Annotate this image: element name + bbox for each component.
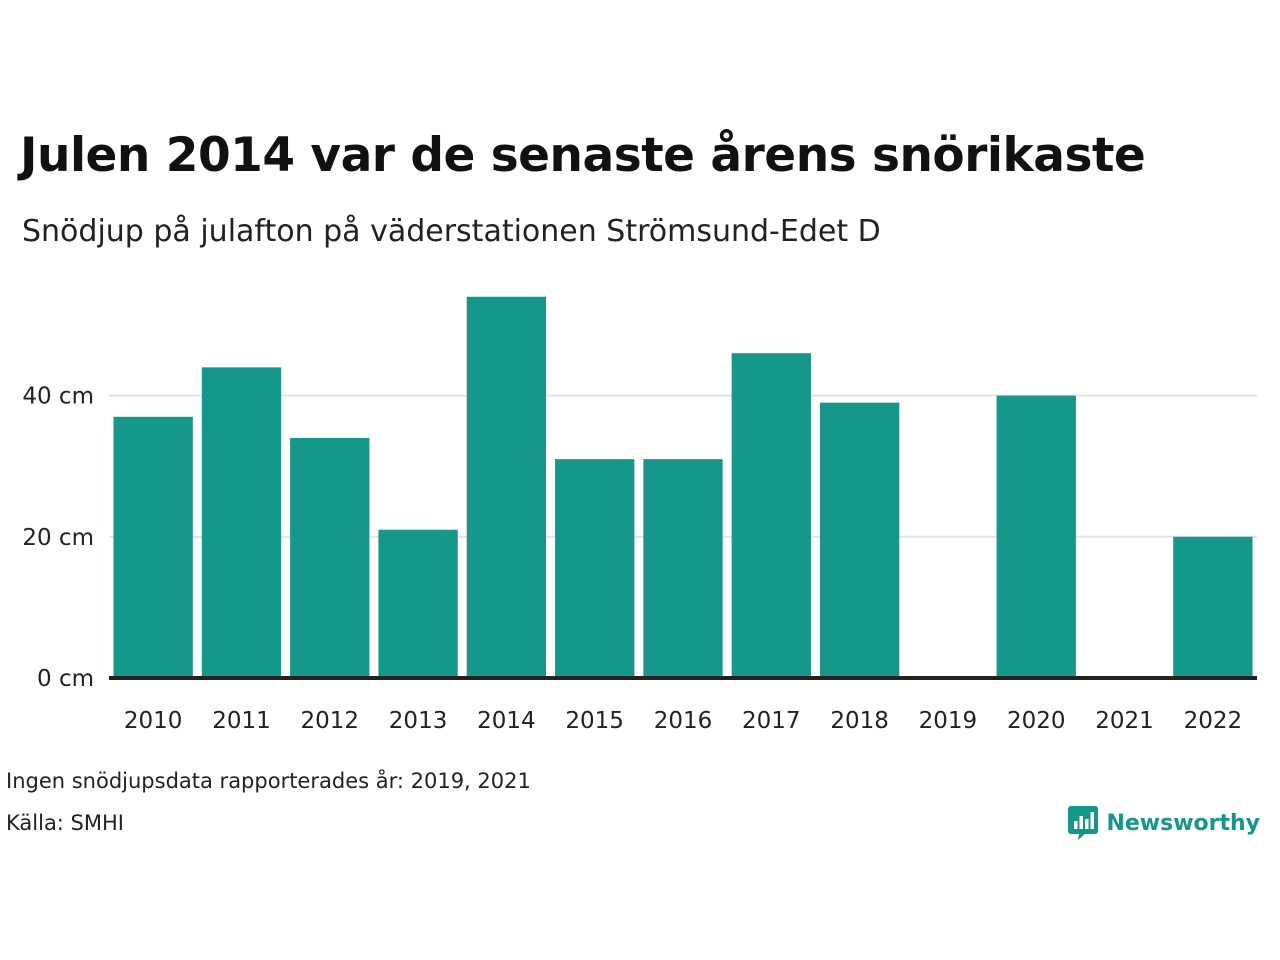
- x-tick-label: 2017: [742, 708, 801, 734]
- x-tick-label: 2016: [654, 708, 713, 734]
- bars: [113, 296, 1253, 678]
- bar-2012: [290, 437, 370, 678]
- brand-logo: Newsworthy: [1068, 806, 1260, 840]
- chart-title: Julen 2014 var de senaste årens snörikas…: [20, 128, 1146, 183]
- x-tick-label: 2014: [477, 708, 536, 734]
- x-tick-label: 2013: [389, 708, 448, 734]
- x-tick-labels: 2010 2011 2012 2013 2014 2015 2016 2017 2018 2019…: [124, 708, 1242, 734]
- x-tick-label: 2022: [1184, 708, 1243, 734]
- bar-2020: [996, 395, 1076, 678]
- source-note: Källa: SMHI: [6, 811, 124, 835]
- y-tick-label: 40 cm: [22, 384, 94, 410]
- y-tick-labels: 0 cm 20 cm 40 cm: [22, 384, 94, 692]
- bar-2022: [1173, 536, 1253, 678]
- x-tick-label: 2021: [1095, 708, 1154, 734]
- bar-2016: [643, 459, 723, 678]
- x-tick-label: 2015: [565, 708, 624, 734]
- bar-2013: [378, 529, 458, 678]
- bar-2017: [731, 353, 811, 678]
- x-tick-label: 2010: [124, 708, 183, 734]
- x-tick-label: 2019: [919, 708, 978, 734]
- x-tick-label: 2020: [1007, 708, 1066, 734]
- bar-2010: [113, 416, 193, 678]
- bar-2018: [819, 402, 900, 678]
- x-tick-label: 2011: [212, 708, 271, 734]
- chart-subtitle: Snödjup på julafton på väderstationen St…: [22, 214, 881, 249]
- y-tick-label: 20 cm: [22, 525, 94, 551]
- brand-name: Newsworthy: [1106, 810, 1260, 836]
- bar-2011: [201, 367, 282, 678]
- bar-2014: [466, 296, 547, 678]
- bar-2015: [555, 459, 635, 678]
- y-tick-label: 0 cm: [37, 666, 94, 692]
- missing-data-note: Ingen snödjupsdata rapporterades år: 201…: [6, 769, 531, 793]
- newsworthy-logo-icon: [1068, 806, 1099, 840]
- x-tick-label: 2012: [300, 708, 359, 734]
- x-tick-label: 2018: [830, 708, 889, 734]
